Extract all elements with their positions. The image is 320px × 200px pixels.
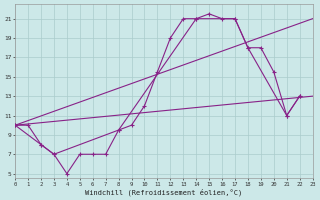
X-axis label: Windchill (Refroidissement éolien,°C): Windchill (Refroidissement éolien,°C) — [85, 188, 243, 196]
